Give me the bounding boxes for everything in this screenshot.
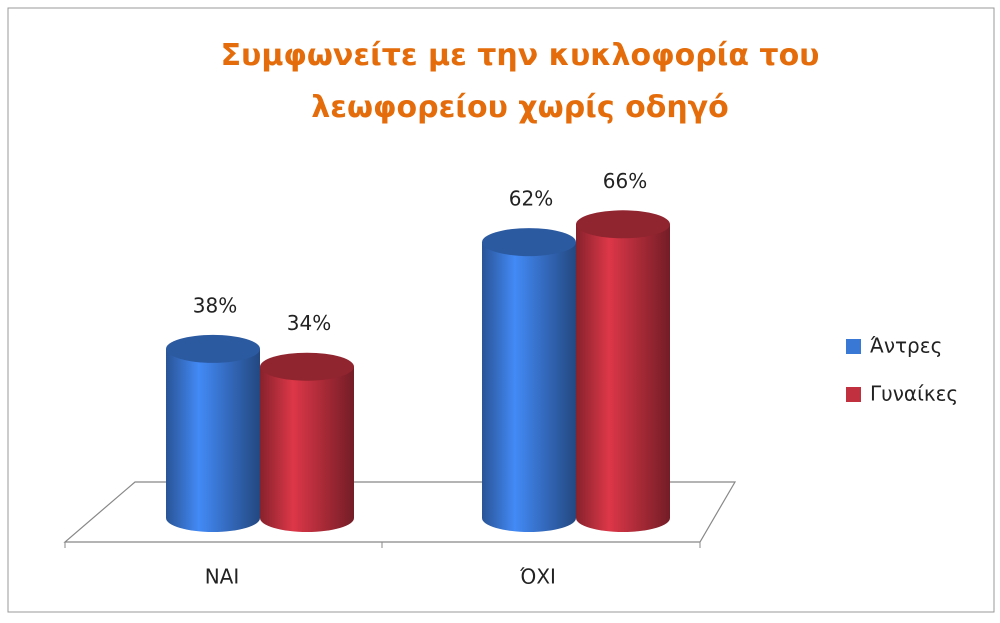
cylinder-body <box>166 348 260 532</box>
x-tick-label: ΝΑΙ <box>205 565 240 589</box>
cylinder-body <box>576 224 670 533</box>
value-label: 62% <box>509 187 553 211</box>
chart-frame <box>7 7 995 613</box>
cylinder <box>260 352 354 532</box>
legend-swatch <box>846 339 861 354</box>
chart-title: Συμφωνείτε με την κυκλοφορία του λεωφορε… <box>220 38 820 125</box>
legend-label: Γυναίκες <box>870 382 958 406</box>
cylinder-body <box>260 366 354 532</box>
x-tick-label: ΌΧΙ <box>519 565 556 589</box>
legend-label: Άντρες <box>870 334 942 358</box>
cylinder <box>482 228 576 532</box>
cylinder-top <box>260 352 354 381</box>
cylinder-top <box>576 210 670 239</box>
cylinder-top <box>482 228 576 257</box>
value-label: 66% <box>603 169 647 193</box>
cylinder <box>166 334 260 532</box>
legend-swatch <box>846 387 861 402</box>
cylinder-top <box>166 334 260 363</box>
cylinder-body <box>482 242 576 532</box>
value-label: 38% <box>193 293 237 317</box>
value-label: 34% <box>287 311 331 335</box>
cylinder <box>576 210 670 533</box>
